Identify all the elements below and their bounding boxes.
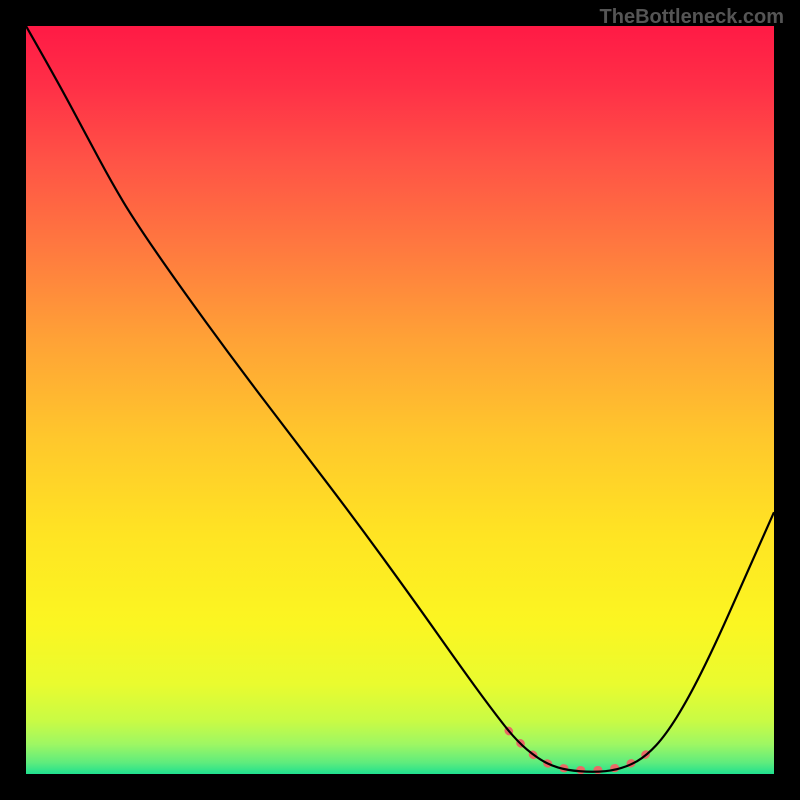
plot-area (26, 26, 774, 774)
bottleneck-curve (26, 26, 774, 772)
curve-layer (26, 26, 774, 774)
watermark-text: TheBottleneck.com (600, 6, 784, 29)
